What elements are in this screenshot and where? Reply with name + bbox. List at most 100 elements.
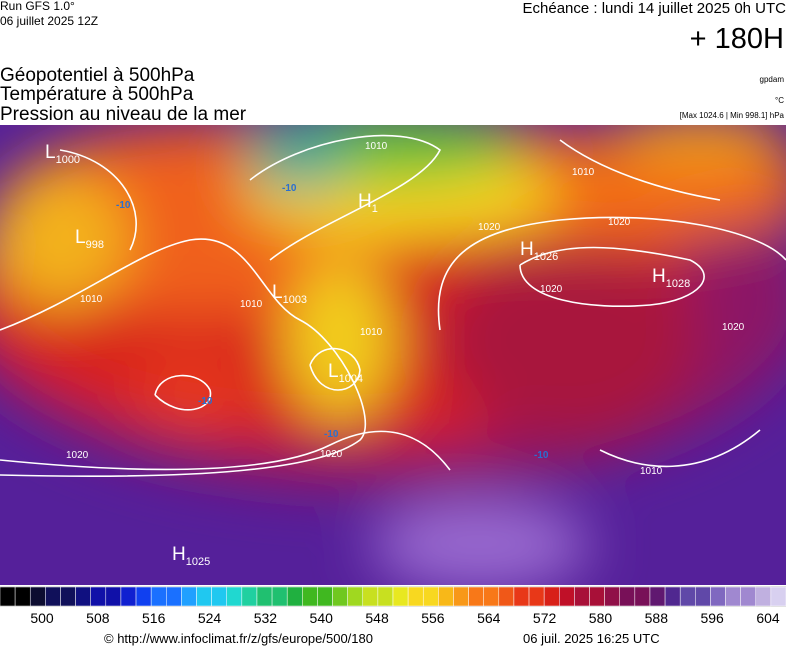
colorbar-swatch — [256, 586, 273, 607]
pressure-center-letter: L — [45, 142, 56, 163]
pressure-center-letter: L — [328, 361, 339, 382]
pressure-center-letter: H — [358, 191, 372, 212]
footer-url: © http://www.infoclimat.fr/z/gfs/europe/… — [104, 631, 373, 646]
isobar-label: 1020 — [608, 217, 631, 228]
pressure-center-value: 1026 — [534, 251, 558, 263]
colorbar-swatch — [45, 586, 61, 607]
isobar-label: 1010 — [365, 141, 388, 152]
colorbar-tick-label: 548 — [365, 610, 389, 626]
colorbar-swatch — [755, 586, 772, 607]
colorbar-tick-label: 580 — [589, 610, 613, 626]
colorbar-swatch — [196, 586, 212, 607]
colorbar-swatch — [498, 586, 515, 607]
run-date: 06 juillet 2025 12Z — [0, 14, 98, 28]
colorbar-tick-label: 532 — [254, 610, 278, 626]
layer-temperature: Température à 500hPa — [0, 84, 194, 105]
temperature-label: -10 — [282, 183, 297, 194]
pressure-center-value: 1 — [372, 203, 378, 215]
colorbar-swatch — [14, 586, 31, 607]
colorbar-swatch — [166, 586, 182, 607]
forecast-time: Echéance : lundi 14 juillet 2025 0h UTC — [523, 0, 786, 17]
colorbar-swatch — [407, 586, 424, 607]
pressure-center-value: 1025 — [186, 556, 210, 568]
temperature-label: -10 — [324, 429, 339, 440]
colorbar-tick-label: 500 — [30, 610, 54, 626]
colorbar-swatch — [664, 586, 681, 607]
colorbar-swatch — [438, 586, 454, 607]
colorbar-tick-label: 508 — [86, 610, 110, 626]
colorbar-swatch — [271, 586, 288, 607]
isobar-label: 1020 — [320, 449, 343, 460]
colorbar-tick-label: 572 — [533, 610, 557, 626]
colorbar-swatch — [483, 586, 500, 607]
colorbar-tick-label: 604 — [756, 610, 780, 626]
isobar-label: 1010 — [360, 327, 383, 338]
colorbar-swatch — [286, 586, 303, 607]
run-label: Run GFS 1.0° — [0, 0, 75, 13]
isobar-label: 1010 — [240, 299, 263, 310]
colorbar-swatch — [589, 586, 605, 607]
pressure-center-value: 1004 — [339, 373, 363, 385]
colorbar-swatch — [453, 586, 469, 607]
temperature-label: -10 — [534, 450, 549, 461]
colorbar-swatch — [29, 586, 46, 607]
colorbar-swatch — [679, 586, 696, 607]
colorbar-swatch — [75, 586, 91, 607]
footer-generated: 06 juil. 2025 16:25 UTC — [523, 631, 660, 646]
colorbar-swatch — [347, 586, 364, 607]
layer-pressure: Pression au niveau de la mer — [0, 104, 247, 125]
colorbar-tick-label: 556 — [421, 610, 445, 626]
colorbar-swatch — [181, 586, 197, 607]
colorbar-swatch — [649, 586, 666, 607]
colorbar-tick-label: 596 — [700, 610, 724, 626]
lead-time: + 180H — [690, 23, 784, 55]
colorbar-swatch — [135, 586, 152, 607]
colorbar-swatch — [543, 586, 560, 607]
isobar-label: 1010 — [640, 466, 663, 477]
colorbar-tick-label: 564 — [477, 610, 501, 626]
colorbar-swatch — [392, 586, 409, 607]
colorbar-swatch — [377, 586, 394, 607]
pressure-center-letter: L — [272, 282, 283, 303]
colorbar-swatch — [710, 586, 726, 607]
colorbar-swatch — [226, 586, 243, 607]
temperature-label: -10 — [198, 396, 213, 407]
colorbar-swatch — [332, 586, 348, 607]
colorbar-tick-label: 524 — [198, 610, 222, 626]
colorbar-tick-label: 588 — [645, 610, 669, 626]
pressure-center-value: 1003 — [283, 294, 307, 306]
colorbar-swatch — [559, 586, 575, 607]
pressure-center-value: 998 — [86, 239, 104, 251]
isobar-label: 1010 — [572, 167, 595, 178]
colorbar-swatch — [528, 586, 545, 607]
isobar-label: 1020 — [722, 322, 745, 333]
colorbar-tick-label: 540 — [310, 610, 334, 626]
pressure-center-letter: H — [520, 239, 534, 260]
colorbar-swatch — [120, 586, 137, 607]
unit-pressure: [Max 1024.6 | Min 998.1] hPa — [680, 111, 785, 120]
colorbar-swatch — [770, 586, 786, 607]
pressure-center-value: 1028 — [666, 278, 690, 290]
colorbar-swatch — [0, 586, 16, 607]
colorbar-swatch — [90, 586, 107, 607]
colorbar-swatch — [302, 586, 318, 607]
map — [0, 125, 786, 585]
colorbar-swatch — [422, 586, 439, 607]
colorbar-swatch — [362, 586, 379, 607]
colorbar-swatch — [695, 586, 711, 607]
colorbar-swatch — [468, 586, 484, 607]
colorbar-swatch — [574, 586, 590, 607]
unit-temperature: °C — [775, 96, 784, 105]
pressure-center-letter: H — [172, 544, 186, 565]
temperature-label: -10 — [116, 200, 131, 211]
colorbar-swatch — [513, 586, 530, 607]
colorbar-swatch — [150, 586, 167, 607]
isobar-label: 1020 — [66, 450, 89, 461]
temperature-field — [0, 125, 786, 585]
layer-geopotential: Géopotentiel à 500hPa — [0, 65, 195, 86]
colorbar-swatch — [105, 586, 122, 607]
isobar-label: 1010 — [80, 294, 103, 305]
colorbar-swatch — [725, 586, 741, 607]
colorbar-swatch — [241, 586, 258, 607]
